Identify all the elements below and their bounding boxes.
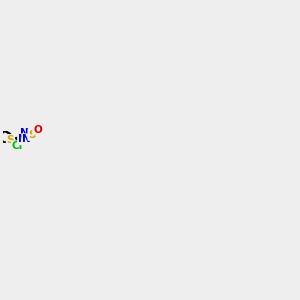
Text: N: N [22, 134, 31, 144]
Text: Cl: Cl [12, 141, 23, 151]
Text: S: S [7, 135, 14, 145]
Text: N: N [18, 134, 27, 144]
Text: N: N [20, 128, 29, 138]
Text: S: S [28, 130, 36, 140]
Text: O: O [33, 124, 42, 135]
